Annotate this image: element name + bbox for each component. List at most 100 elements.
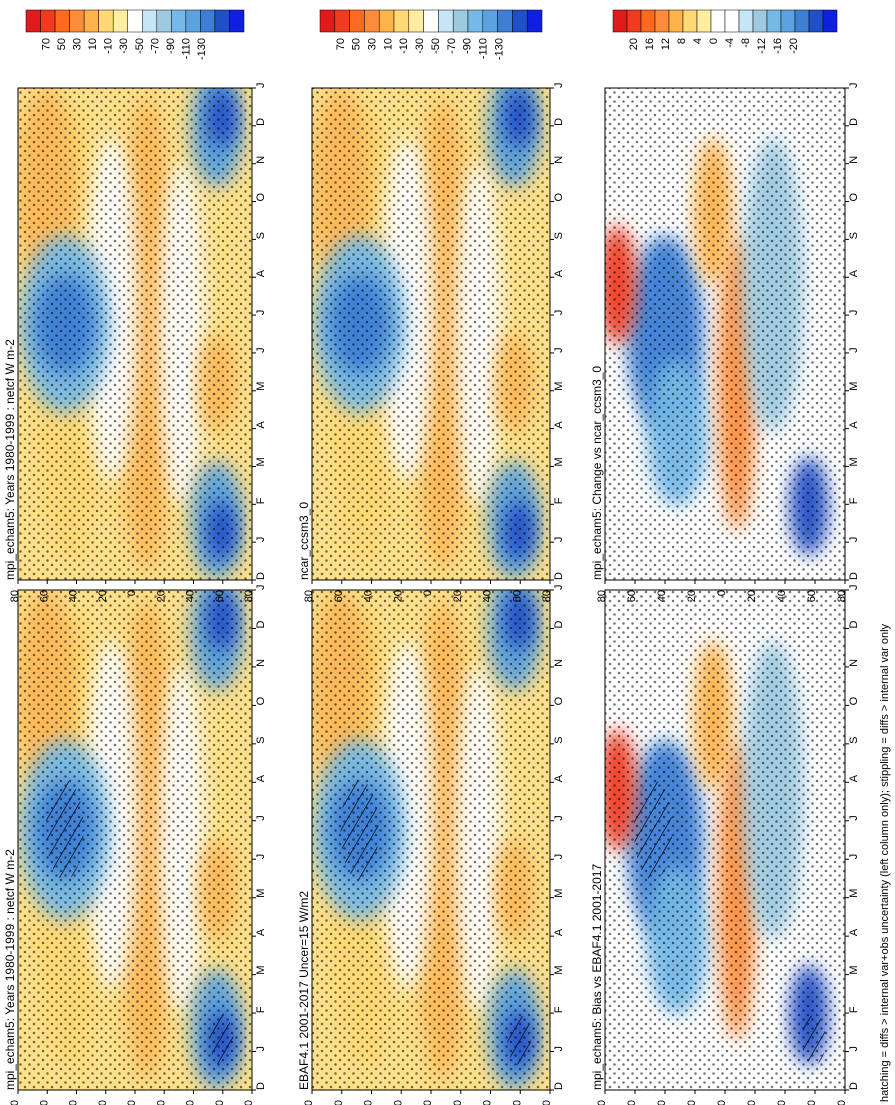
colorbar-label: 12 <box>660 38 672 50</box>
month-tick-label: A <box>848 928 860 936</box>
month-tick-label: A <box>553 774 565 782</box>
month-tick-label: J <box>255 1046 267 1052</box>
colorbar-swatch <box>408 9 424 33</box>
month-tick-label: D <box>255 118 267 126</box>
month-tick-label: N <box>848 156 860 164</box>
month-tick-label: F <box>848 1006 860 1013</box>
lat-tick-label: 20 <box>746 1100 758 1105</box>
month-tick-label: O <box>848 193 860 202</box>
colorbar-swatch <box>724 9 740 33</box>
month-tick-label: J <box>848 83 860 89</box>
colorbar-label: -50 <box>430 38 442 54</box>
lat-tick-label: 40 <box>656 1100 668 1105</box>
lat-tick-label: 80 <box>9 590 21 602</box>
lat-tick-label: 0 <box>422 1100 434 1105</box>
lat-tick-label: 0 <box>716 1100 728 1105</box>
lat-tick-label: 80 <box>541 1100 553 1105</box>
month-tick-label: J <box>553 537 565 543</box>
colorbar-swatch <box>808 9 824 33</box>
month-tick-label: J <box>848 854 860 860</box>
panel-title: mpi_echam5: Change vs ncar_ccsm3_0 <box>590 366 604 580</box>
colorbar-swatch <box>780 9 796 33</box>
colorbar-swatch <box>127 9 143 33</box>
colorbar-swatch <box>497 9 513 33</box>
month-tick-label: O <box>553 696 565 705</box>
month-tick-label: J <box>553 1046 565 1052</box>
month-tick-label: J <box>255 585 267 591</box>
colorbar-label: -70 <box>149 38 161 54</box>
colorbar-swatch <box>319 9 336 33</box>
colorbar-swatch <box>452 9 469 33</box>
month-tick-label: M <box>553 382 565 391</box>
month-tick-label: J <box>848 585 860 591</box>
colorbar-swatch <box>668 9 684 33</box>
panel-title: mpi_echam5: Years 1980-1999 : netcf W m-… <box>3 849 17 1090</box>
lat-tick-label: 60 <box>511 590 523 602</box>
month-tick-label: A <box>255 928 267 936</box>
colorbar-swatch <box>40 9 56 33</box>
colorbar-label: 16 <box>644 38 656 50</box>
month-tick-label: J <box>553 83 565 89</box>
heatmap-field <box>18 590 252 1090</box>
colorbar-swatch <box>710 9 726 33</box>
hatching <box>633 780 673 880</box>
colorbar-label: 30 <box>72 38 84 50</box>
colorbar-swatch <box>378 9 395 33</box>
colorbar-label: -20 <box>788 38 800 54</box>
heatmap-field <box>605 590 845 1090</box>
lat-tick-label: 80 <box>243 590 255 602</box>
colorbar-swatch <box>393 9 410 33</box>
month-tick-label: J <box>255 83 267 89</box>
month-tick-label: A <box>255 421 267 429</box>
lat-tick-label: 20 <box>452 590 464 602</box>
colorbar-label: 10 <box>382 38 394 50</box>
colorbar-swatch <box>98 9 114 33</box>
lat-tick-label: 60 <box>38 1100 50 1105</box>
lat-tick-label: 60 <box>806 1100 818 1105</box>
colorbar-swatch <box>696 9 712 33</box>
colorbar-label: 4 <box>692 38 704 44</box>
lat-tick-label: 80 <box>836 590 848 602</box>
panel-title: mpi_echam5: Bias vs EBAF4.1 2001-2017 <box>590 864 604 1090</box>
month-tick-label: A <box>553 269 565 277</box>
colorbar-swatch <box>214 9 230 33</box>
colorbar-swatch <box>349 9 365 33</box>
colorbar-swatch <box>612 9 628 33</box>
month-tick-label: N <box>255 156 267 164</box>
colorbar-swatch <box>83 9 99 33</box>
lat-tick-label: 0 <box>422 590 434 596</box>
panel-1: DJFMAMJJASONDJ80604020020406080mpi_echam… <box>3 511 267 1105</box>
colorbar-swatch <box>526 9 543 33</box>
lat-tick-label: 20 <box>686 1100 698 1105</box>
month-tick-label: A <box>255 774 267 782</box>
colorbar-label: -130 <box>196 38 208 60</box>
stippling <box>18 88 252 580</box>
month-tick-label: M <box>848 382 860 391</box>
lat-tick-label: 0 <box>716 590 728 596</box>
lat-tick-label: 20 <box>746 590 758 602</box>
month-tick-label: O <box>553 193 565 202</box>
colorbar-label: -30 <box>414 38 426 54</box>
month-tick-label: J <box>553 854 565 860</box>
month-tick-label: N <box>255 659 267 667</box>
panel-3: DJFMAMJJASONDJ80604020020406080mpi_echam… <box>590 511 860 1105</box>
lat-tick-label: 0 <box>126 1100 138 1105</box>
month-tick-label: A <box>553 421 565 429</box>
colorbar-swatch <box>25 9 41 33</box>
colorbar-swatch <box>467 9 484 33</box>
stippling <box>312 88 550 580</box>
month-tick-label: D <box>553 620 565 628</box>
month-tick-label: S <box>255 232 267 239</box>
panel-2: DJFMAMJJASONDJ80604020020406080EBAF4.1 2… <box>297 511 565 1105</box>
month-tick-label: M <box>848 889 860 898</box>
colorbar-label: -130 <box>493 38 505 60</box>
lat-tick-label: 20 <box>686 590 698 602</box>
colorbar-label: -16 <box>772 38 784 54</box>
month-tick-label: O <box>255 696 267 705</box>
month-tick-label: D <box>553 1082 565 1090</box>
colorbar-swatch <box>794 9 810 33</box>
